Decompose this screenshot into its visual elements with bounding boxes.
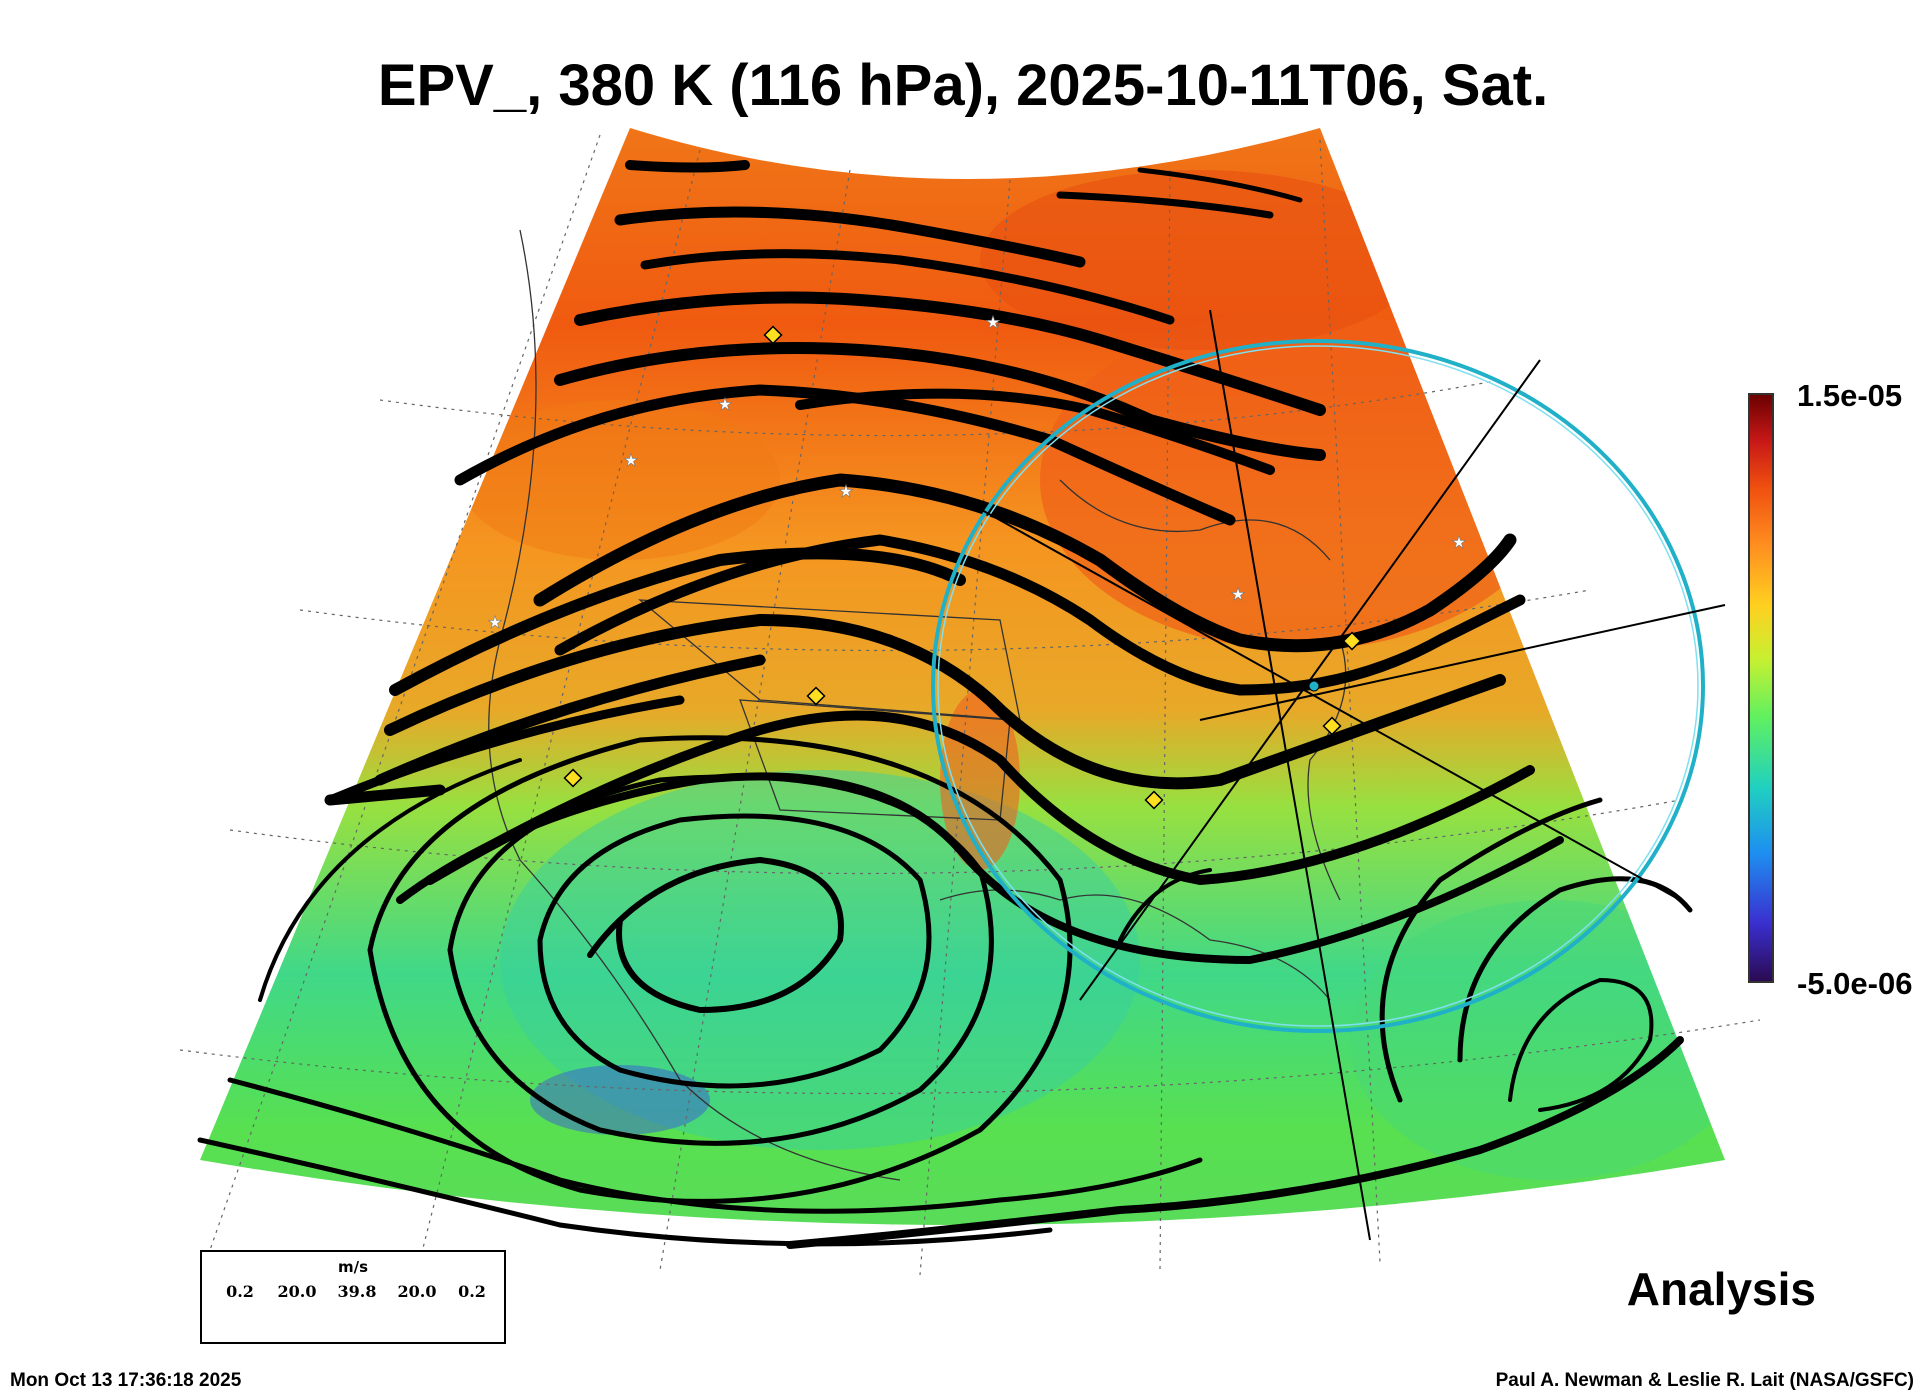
streamlines	[197, 160, 1693, 1249]
svg-text:★: ★	[717, 395, 732, 415]
legend-value: 0.2	[226, 1282, 254, 1301]
footer-credit: Paul A. Newman & Leslie R. Lait (NASA/GS…	[1495, 1370, 1914, 1391]
analysis-label: Analysis	[1626, 1263, 1816, 1315]
svg-text:★: ★	[838, 482, 853, 502]
footer-timestamp: Mon Oct 13 17:36:18 2025	[10, 1370, 242, 1391]
page-title: EPV_, 380 K (116 hPa), 2025-10-11T06, Sa…	[377, 53, 1549, 118]
legend-value: 20.0	[277, 1282, 317, 1301]
wind-speed-legend: m/s 0.2 20.0 39.8 20.0 0.2	[200, 1250, 506, 1344]
svg-text:★: ★	[1230, 585, 1245, 605]
svg-text:★: ★	[623, 451, 638, 471]
svg-text:★: ★	[985, 313, 1000, 333]
station-star-icon: ★ ★ ★ ★ ★ ★ ★	[487, 313, 1467, 634]
range-ring-icon	[931, 309, 1726, 1241]
legend-value: 0.2	[458, 1282, 486, 1301]
legend-value: 20.0	[397, 1282, 437, 1301]
svg-text:★: ★	[1451, 533, 1466, 553]
colorbar-max-label: 1.5e-05	[1797, 378, 1903, 413]
legend-value: 39.8	[337, 1282, 377, 1301]
colorbar-min-label: -5.0e-06	[1797, 966, 1913, 1001]
station-diamond-icon	[563, 325, 1362, 810]
colorbar	[1748, 393, 1774, 983]
svg-text:★: ★	[487, 613, 502, 633]
legend-unit: m/s	[337, 1258, 369, 1276]
